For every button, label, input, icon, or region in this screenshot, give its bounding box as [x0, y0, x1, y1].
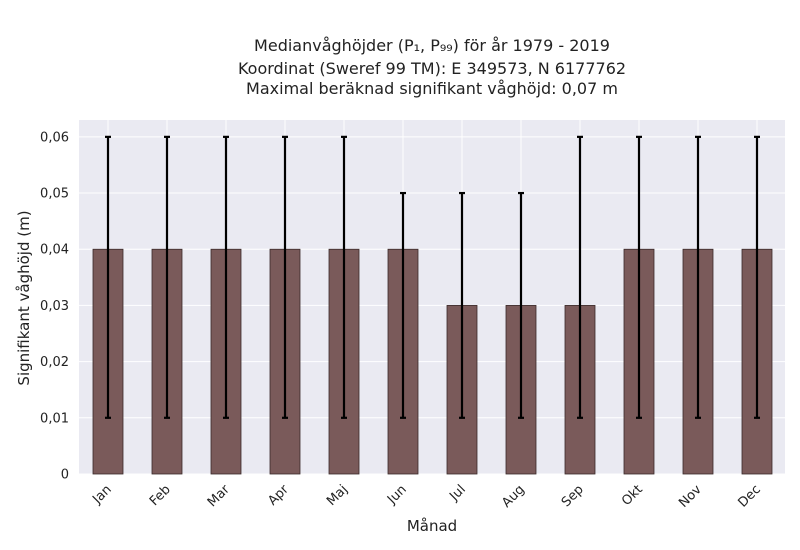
error-bar-dec [754, 135, 760, 419]
y-tick-labels: 0 0,01 0,02 0,03 0,04 0,05 0,06 [40, 130, 69, 482]
error-bar-feb [164, 135, 170, 419]
x-tick-label-jan: Jan [89, 482, 114, 507]
y-tick-label: 0,05 [40, 187, 69, 202]
error-bar-aug [518, 191, 524, 419]
chart-title: Medianvåghöjder (P₁, P₉₉) för år 1979 - … [238, 36, 626, 98]
y-tick-label: 0,02 [40, 355, 69, 370]
x-tick-label-jul: Jul [446, 482, 468, 504]
error-bar-sep [577, 135, 583, 419]
y-tick-label: 0,04 [40, 243, 69, 258]
error-bar-jun [400, 191, 406, 419]
error-bar-mar [223, 135, 229, 419]
error-bar-nov [695, 135, 701, 419]
x-axis-label: Månad [407, 517, 457, 535]
y-tick-label: 0,01 [40, 411, 69, 426]
error-bar-maj [341, 135, 347, 419]
x-tick-label-nov: Nov [676, 482, 705, 511]
y-axis-label: Signifikant våghöjd (m) [15, 210, 33, 385]
x-tick-label-apr: Apr [265, 482, 292, 509]
x-tick-label-aug: Aug [499, 482, 528, 511]
error-bar-jul [459, 191, 465, 419]
x-tick-label-sep: Sep [559, 482, 587, 510]
y-tick-label: 0 [61, 468, 69, 483]
x-tick-label-jun: Jun [384, 482, 410, 508]
title-line-2: Koordinat (Sweref 99 TM): E 349573, N 61… [238, 59, 626, 78]
x-tick-label-dec: Dec [735, 482, 763, 510]
title-line-3: Maximal beräknad signifikant våghöjd: 0,… [246, 79, 618, 98]
plot-area [79, 120, 785, 474]
y-tick-label: 0,06 [40, 130, 69, 145]
x-tick-labels: Jan Feb Mar Apr Maj Jun Jul Aug Sep Okt Nov Dec [89, 482, 763, 511]
error-bar-apr [282, 135, 288, 419]
x-tick-label-maj: Maj [324, 482, 351, 509]
x-tick-label-mar: Mar [205, 482, 233, 510]
error-bars [105, 135, 760, 419]
title-line-1: Medianvåghöjder (P₁, P₉₉) för år 1979 - … [254, 36, 610, 55]
x-tick-label-feb: Feb [147, 482, 174, 509]
x-tick-label-okt: Okt [619, 482, 646, 509]
y-tick-label: 0,03 [40, 299, 69, 314]
error-bar-okt [636, 135, 642, 419]
error-bar-jan [105, 135, 111, 419]
